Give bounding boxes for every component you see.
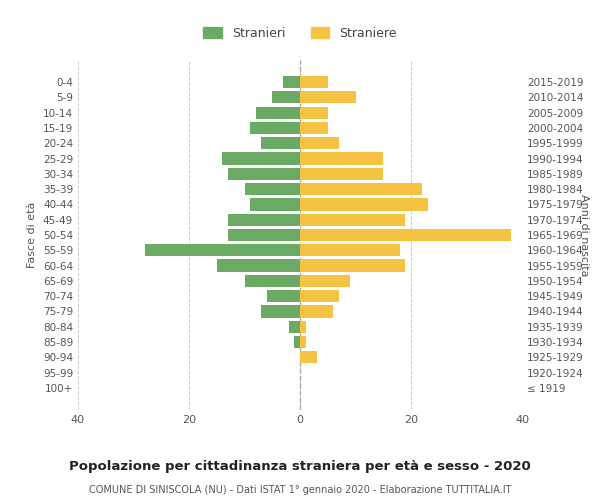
Bar bbox=[266, 290, 300, 302]
Legend: Stranieri, Straniere: Stranieri, Straniere bbox=[197, 20, 403, 46]
Bar bbox=[228, 168, 300, 180]
Y-axis label: Fasce di età: Fasce di età bbox=[28, 202, 37, 268]
Bar bbox=[228, 214, 300, 226]
Bar bbox=[300, 152, 383, 164]
Bar bbox=[256, 106, 300, 118]
Bar bbox=[300, 122, 328, 134]
Bar bbox=[222, 152, 300, 164]
Bar bbox=[295, 336, 300, 348]
Bar bbox=[300, 260, 406, 272]
Bar bbox=[283, 76, 300, 88]
Bar bbox=[300, 320, 305, 333]
Text: COMUNE DI SINISCOLA (NU) - Dati ISTAT 1° gennaio 2020 - Elaborazione TUTTITALIA.: COMUNE DI SINISCOLA (NU) - Dati ISTAT 1°… bbox=[89, 485, 511, 495]
Bar bbox=[250, 198, 300, 210]
Bar bbox=[217, 260, 300, 272]
Bar bbox=[300, 106, 328, 118]
Bar bbox=[300, 275, 350, 287]
Bar bbox=[300, 244, 400, 256]
Bar bbox=[289, 320, 300, 333]
Bar bbox=[300, 91, 355, 104]
Bar bbox=[300, 183, 422, 195]
Bar bbox=[300, 137, 339, 149]
Bar bbox=[228, 229, 300, 241]
Bar bbox=[300, 229, 511, 241]
Bar bbox=[300, 336, 305, 348]
Bar bbox=[145, 244, 300, 256]
Bar bbox=[261, 306, 300, 318]
Bar bbox=[272, 91, 300, 104]
Text: Popolazione per cittadinanza straniera per età e sesso - 2020: Popolazione per cittadinanza straniera p… bbox=[69, 460, 531, 473]
Bar bbox=[245, 275, 300, 287]
Bar bbox=[300, 198, 428, 210]
Bar bbox=[300, 214, 406, 226]
Bar bbox=[261, 137, 300, 149]
Bar bbox=[300, 168, 383, 180]
Y-axis label: Anni di nascita: Anni di nascita bbox=[579, 194, 589, 276]
Bar bbox=[250, 122, 300, 134]
Bar bbox=[300, 290, 339, 302]
Bar bbox=[300, 352, 317, 364]
Bar bbox=[245, 183, 300, 195]
Bar bbox=[300, 76, 328, 88]
Bar bbox=[300, 306, 334, 318]
